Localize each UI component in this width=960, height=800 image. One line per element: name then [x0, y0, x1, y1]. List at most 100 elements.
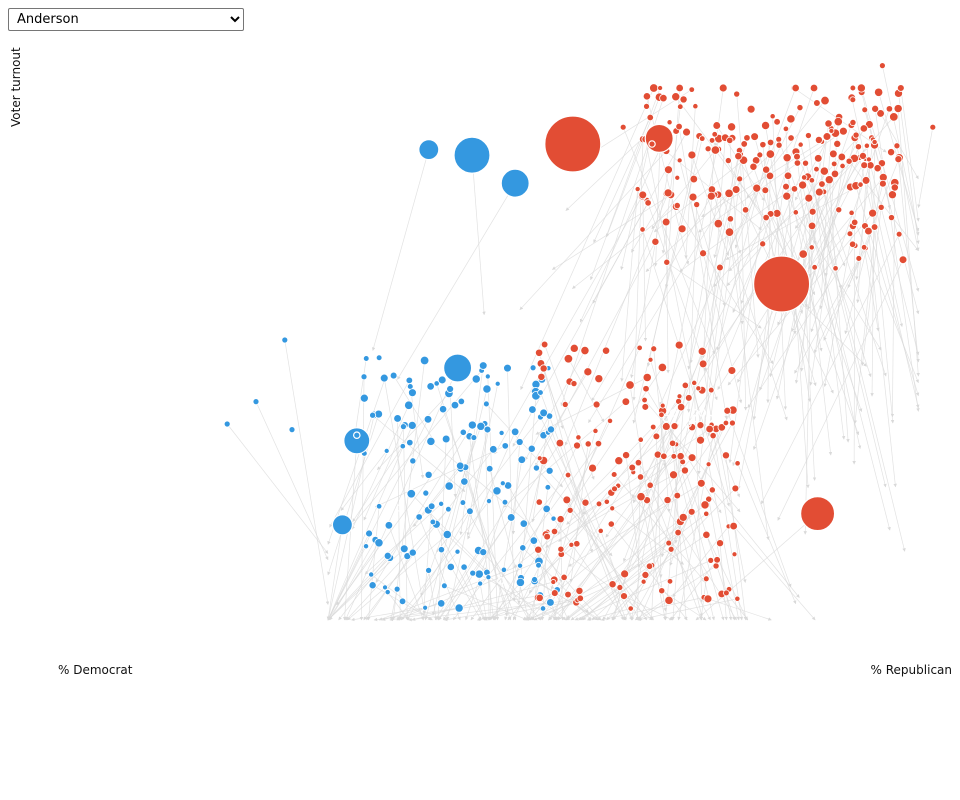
- county-dot-democrat[interactable]: [519, 519, 528, 528]
- county-dot-democrat[interactable]: [426, 436, 436, 446]
- county-dot-republican[interactable]: [621, 397, 631, 406]
- county-dot-republican[interactable]: [647, 356, 654, 363]
- county-dot-republican[interactable]: [769, 113, 776, 120]
- county-dot-democrat[interactable]: [375, 354, 383, 362]
- county-dot-republican[interactable]: [808, 244, 815, 251]
- county-dot-republican[interactable]: [761, 120, 771, 131]
- county-dot-republican[interactable]: [625, 380, 635, 390]
- county-dot-democrat[interactable]: [406, 438, 414, 447]
- county-dot-republican[interactable]: [848, 240, 857, 248]
- county-dot-democrat[interactable]: [483, 400, 490, 408]
- county-dot-democrat[interactable]: [499, 480, 506, 487]
- county-dot-democrat[interactable]: [437, 375, 447, 385]
- county-dot-democrat[interactable]: [393, 585, 401, 593]
- county-dot-democrat[interactable]: [515, 438, 524, 446]
- county-dot-democrat[interactable]: [446, 562, 455, 572]
- county-dot-republican[interactable]: [706, 191, 716, 201]
- county-dot-republican[interactable]: [644, 199, 652, 207]
- county-dot-republican[interactable]: [727, 366, 737, 375]
- county-dot-republican[interactable]: [813, 165, 820, 173]
- county-dot-democrat[interactable]: [383, 447, 390, 454]
- county-dot-republican[interactable]: [846, 230, 854, 238]
- county-dot-republican[interactable]: [734, 460, 741, 467]
- county-dot-republican[interactable]: [710, 145, 721, 155]
- county-dot-republican[interactable]: [835, 206, 843, 214]
- county-dot-democrat[interactable]: [442, 529, 452, 540]
- county-dot-republican[interactable]: [594, 439, 603, 448]
- county-dot-republican[interactable]: [645, 562, 654, 570]
- county-dot-republican[interactable]: [879, 179, 887, 188]
- county-dot-democrat[interactable]: [459, 428, 467, 436]
- county-dot-republican[interactable]: [773, 118, 781, 126]
- county-dot-republican[interactable]: [697, 346, 707, 356]
- county-dot-republican[interactable]: [811, 264, 818, 271]
- county-dot-republican[interactable]: [791, 83, 800, 93]
- county-dot-republican[interactable]: [592, 427, 599, 434]
- county-dot-republican[interactable]: [634, 459, 643, 467]
- county-dot-republican[interactable]: [709, 432, 717, 440]
- county-dot-republican[interactable]: [636, 473, 645, 481]
- county-dot-republican[interactable]: [895, 230, 903, 238]
- county-dot-republican[interactable]: [620, 569, 630, 579]
- county-dot-republican[interactable]: [851, 218, 859, 227]
- county-dot-republican[interactable]: [679, 95, 688, 104]
- county-dot-republican[interactable]: [692, 103, 699, 110]
- county-dot-republican[interactable]: [828, 127, 835, 134]
- county-dot-democrat[interactable]: [433, 380, 440, 387]
- county-dot-republican[interactable]: [696, 421, 705, 430]
- county-dot-republican[interactable]: [562, 495, 572, 505]
- county-dot-republican[interactable]: [726, 136, 734, 145]
- county-dot-republican[interactable]: [866, 156, 872, 163]
- county-dot-democrat[interactable]: [519, 544, 527, 552]
- county-dot-democrat[interactable]: [459, 499, 467, 506]
- county-dot-republican[interactable]: [876, 109, 885, 118]
- county-dot-republican[interactable]: [646, 113, 654, 122]
- county-dot-democrat[interactable]: [281, 336, 289, 344]
- county-dot-republican[interactable]: [611, 485, 618, 493]
- county-dot-republican[interactable]: [896, 84, 905, 92]
- county-dot-republican[interactable]: [674, 528, 682, 537]
- county-dot-republican[interactable]: [581, 498, 590, 507]
- county-dot-democrat[interactable]: [483, 425, 492, 434]
- county-dot-democrat[interactable]: [477, 580, 484, 587]
- county-dot-republican[interactable]: [580, 345, 590, 356]
- county-dot-democrat[interactable]: [453, 136, 491, 174]
- county-dot-republican[interactable]: [682, 127, 691, 137]
- county-dot-republican[interactable]: [731, 185, 741, 194]
- county-dot-republican[interactable]: [743, 134, 751, 142]
- county-dot-democrat[interactable]: [437, 599, 446, 608]
- county-dot-republican[interactable]: [752, 183, 762, 193]
- county-dot-republican[interactable]: [782, 153, 792, 163]
- county-dot-republican[interactable]: [535, 593, 544, 602]
- county-dot-democrat[interactable]: [405, 376, 414, 385]
- county-dot-republican[interactable]: [717, 423, 726, 432]
- county-dot-republican[interactable]: [657, 85, 664, 91]
- county-dot-republican[interactable]: [687, 453, 697, 463]
- county-dot-republican[interactable]: [685, 394, 693, 402]
- county-dot-republican[interactable]: [820, 95, 830, 106]
- county-dot-democrat[interactable]: [528, 405, 537, 414]
- county-dot-democrat[interactable]: [425, 566, 433, 574]
- county-dot-republican[interactable]: [852, 131, 860, 139]
- county-dot-republican[interactable]: [893, 142, 901, 150]
- county-dot-republican[interactable]: [759, 141, 767, 149]
- county-dot-republican[interactable]: [790, 185, 799, 193]
- county-dot-republican[interactable]: [712, 562, 720, 570]
- county-dot-democrat[interactable]: [389, 371, 398, 380]
- county-dot-democrat[interactable]: [545, 466, 554, 475]
- county-dot-democrat[interactable]: [506, 513, 516, 522]
- county-dot-democrat[interactable]: [510, 427, 520, 436]
- county-dot-democrat[interactable]: [382, 584, 388, 591]
- county-dot-republican[interactable]: [713, 556, 721, 564]
- county-dot-republican[interactable]: [583, 367, 593, 377]
- county-dot-republican[interactable]: [536, 455, 543, 462]
- county-dot-republican[interactable]: [664, 595, 674, 605]
- county-dot-republican[interactable]: [663, 258, 671, 266]
- county-dot-republican[interactable]: [642, 372, 652, 383]
- county-dot-democrat[interactable]: [446, 385, 455, 393]
- county-dot-republican[interactable]: [698, 359, 708, 369]
- county-dot-republican[interactable]: [664, 165, 673, 175]
- county-dot-democrat[interactable]: [479, 548, 488, 557]
- county-dot-republican[interactable]: [640, 578, 647, 585]
- county-dot-republican[interactable]: [561, 400, 569, 408]
